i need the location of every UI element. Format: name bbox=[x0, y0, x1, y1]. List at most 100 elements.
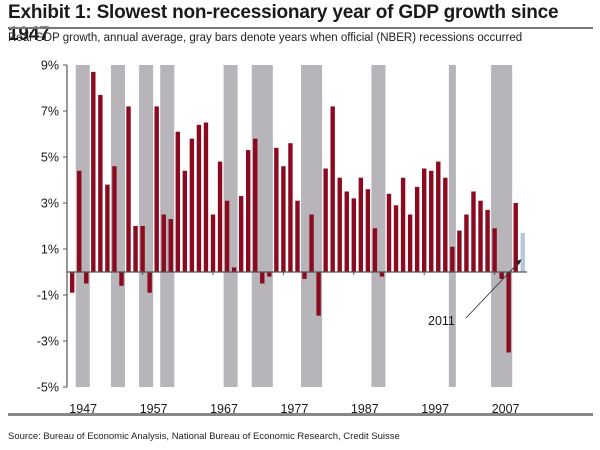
axes bbox=[63, 64, 527, 388]
y-tick-label: -1% bbox=[37, 289, 59, 303]
gdp-growth-chart: 9% 7% 5% 3% 1% -1% -3% -5% 1947 1957 1967 1977 1987 1… bbox=[37, 59, 527, 417]
bar-1972 bbox=[246, 150, 251, 272]
gdp-bars bbox=[70, 71, 525, 353]
bar-1947 bbox=[70, 272, 75, 293]
bar-1958 bbox=[147, 272, 152, 293]
bar-1992 bbox=[386, 193, 392, 272]
x-tick-label: 2007 bbox=[492, 402, 520, 416]
bar-1955 bbox=[126, 106, 131, 273]
bar-1999 bbox=[436, 161, 441, 272]
bar-1957 bbox=[140, 226, 145, 272]
bar-1975 bbox=[267, 272, 272, 277]
bar-1963 bbox=[182, 170, 188, 272]
bar-1998 bbox=[429, 170, 434, 272]
bar-2009 bbox=[506, 272, 511, 353]
y-tick-label: -3% bbox=[37, 335, 59, 349]
bar-1983 bbox=[323, 168, 328, 272]
bar-2004 bbox=[471, 191, 476, 272]
bar-1962 bbox=[175, 131, 180, 272]
bar-1978 bbox=[288, 143, 293, 272]
bar-2001 bbox=[450, 246, 455, 272]
bar-1954 bbox=[119, 272, 124, 286]
bar-1977 bbox=[281, 166, 286, 272]
y-tick-label: -5% bbox=[37, 381, 59, 395]
annotations: 2011 bbox=[428, 259, 522, 328]
bar-1982 bbox=[316, 272, 321, 316]
bar-1990 bbox=[372, 228, 378, 272]
bar-2005 bbox=[478, 200, 483, 272]
x-tick-label: 1957 bbox=[140, 402, 168, 416]
bar-1984 bbox=[330, 106, 335, 273]
x-tick-label: 1967 bbox=[210, 402, 238, 416]
bar-1959 bbox=[154, 106, 159, 273]
bar-1976 bbox=[274, 147, 279, 272]
recession-band-1990-1991 bbox=[371, 65, 386, 387]
y-tick-label: 5% bbox=[41, 151, 59, 165]
bar-1968 bbox=[217, 161, 223, 272]
source-note: Source: Bureau of Economic Analysis, Nat… bbox=[8, 431, 400, 442]
bar-2003 bbox=[464, 214, 469, 272]
bar-1966 bbox=[203, 122, 209, 272]
bar-1989 bbox=[365, 189, 371, 272]
bar-1979 bbox=[295, 200, 300, 272]
bar-1970 bbox=[231, 267, 237, 272]
bar-1997 bbox=[422, 168, 427, 272]
chart-title: Exhibit 1: Slowest non-recessionary year… bbox=[8, 2, 559, 45]
bar-2008 bbox=[499, 272, 504, 279]
bar-2007 bbox=[492, 228, 497, 272]
bar-1974 bbox=[260, 272, 265, 284]
recession-band-1969-1970 bbox=[223, 65, 238, 387]
bar-1986 bbox=[344, 191, 349, 272]
recession-bands bbox=[75, 65, 513, 387]
bar-2000 bbox=[443, 177, 448, 272]
bar-1988 bbox=[358, 177, 364, 272]
bar-1948 bbox=[77, 170, 82, 272]
bar-1993 bbox=[393, 205, 399, 272]
bar-1996 bbox=[414, 186, 420, 272]
y-tick-label: 1% bbox=[41, 243, 59, 257]
bar-1950 bbox=[91, 71, 96, 273]
bar-1987 bbox=[351, 198, 356, 272]
bar-1969 bbox=[224, 200, 230, 272]
y-tick-label: 9% bbox=[41, 59, 59, 73]
bar-2006 bbox=[485, 209, 490, 272]
bar-1995 bbox=[407, 214, 413, 272]
tick-labels: 9% 7% 5% 3% 1% -1% -3% -5% 1947 1957 1967 1977 1987 1… bbox=[37, 59, 520, 417]
bar-1981 bbox=[309, 214, 314, 272]
bar-1960 bbox=[161, 214, 166, 272]
annotation-arrow-line bbox=[465, 259, 522, 319]
recession-band-1957-1958 bbox=[139, 65, 154, 387]
bar-1994 bbox=[400, 177, 406, 272]
recession-band-1948-1949 bbox=[75, 65, 90, 387]
bar-1985 bbox=[337, 177, 342, 272]
bar-1973 bbox=[253, 138, 258, 272]
chart-subtitle: Real GDP growth, annual average, gray ba… bbox=[8, 32, 523, 44]
x-tick-label: 1977 bbox=[280, 402, 308, 416]
recession-band-1953-1954 bbox=[110, 65, 125, 387]
title-divider bbox=[8, 27, 593, 29]
bar-1952 bbox=[105, 184, 110, 272]
bar-2010 bbox=[513, 203, 518, 272]
bar-1964 bbox=[189, 138, 195, 272]
bar-1956 bbox=[133, 226, 138, 272]
bar-2011 bbox=[520, 232, 525, 272]
bar-1953 bbox=[112, 166, 117, 272]
recession-band-1960-1961 bbox=[160, 65, 175, 387]
bar-1961 bbox=[168, 219, 173, 272]
bar-1965 bbox=[196, 124, 202, 272]
x-tick-label: 1997 bbox=[421, 402, 449, 416]
bar-1949 bbox=[84, 272, 89, 284]
bar-1951 bbox=[98, 94, 103, 273]
footer-divider bbox=[8, 413, 593, 416]
recession-band-2001-2001 bbox=[448, 65, 456, 387]
bar-1980 bbox=[302, 272, 307, 279]
y-tick-label: 3% bbox=[41, 197, 59, 211]
bar-1991 bbox=[379, 272, 385, 277]
bar-1967 bbox=[210, 214, 216, 272]
annotation-arrowhead-icon bbox=[515, 259, 522, 266]
y-tick-label: 7% bbox=[41, 105, 59, 119]
x-tick-label: 1987 bbox=[351, 402, 379, 416]
annotation-2011-label: 2011 bbox=[428, 314, 455, 328]
bar-2002 bbox=[457, 230, 462, 272]
x-tick-label: 1947 bbox=[69, 402, 97, 416]
